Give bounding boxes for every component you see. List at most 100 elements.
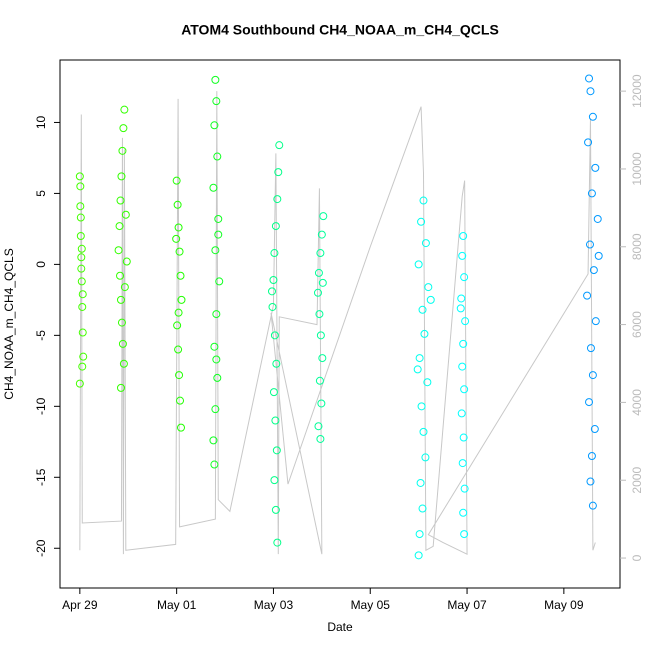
- point: [418, 305, 427, 314]
- point: [76, 213, 85, 222]
- point: [458, 251, 467, 260]
- point: [591, 163, 600, 172]
- point: [593, 214, 602, 223]
- point: [594, 251, 603, 260]
- x-tick-label: May 07: [447, 598, 487, 612]
- point: [114, 246, 123, 255]
- point: [314, 422, 323, 431]
- point: [174, 223, 183, 232]
- point: [457, 409, 466, 418]
- y2-tick-label: 2000: [630, 467, 644, 494]
- point: [116, 295, 125, 304]
- point: [120, 105, 129, 114]
- point: [414, 551, 423, 560]
- point: [587, 189, 596, 198]
- point: [584, 138, 593, 147]
- point: [214, 214, 223, 223]
- point: [77, 264, 86, 273]
- point: [424, 283, 433, 292]
- point: [416, 478, 425, 487]
- point: [459, 508, 468, 517]
- x-tick-label: Apr 29: [62, 598, 98, 612]
- point: [586, 477, 595, 486]
- point: [588, 112, 597, 121]
- y-axis-label: CH4_NOAA_m_CH4_QCLS: [2, 248, 16, 399]
- point: [118, 339, 127, 348]
- point: [419, 427, 428, 436]
- point: [426, 295, 435, 304]
- x-axis-label: Date: [327, 620, 353, 634]
- point: [271, 222, 280, 231]
- point: [213, 152, 222, 161]
- point: [76, 232, 85, 240]
- point: [414, 260, 423, 269]
- point: [116, 383, 125, 392]
- point: [116, 196, 125, 205]
- point: [177, 295, 186, 304]
- point: [115, 222, 124, 231]
- point: [212, 97, 221, 106]
- point: [273, 538, 282, 547]
- point: [214, 230, 223, 239]
- point: [268, 302, 277, 311]
- point: [458, 362, 467, 371]
- point: [317, 230, 326, 239]
- point: [313, 288, 322, 297]
- point: [77, 253, 86, 262]
- point: [117, 318, 126, 327]
- point: [122, 257, 131, 266]
- point: [417, 217, 426, 226]
- plot-box: [59, 59, 621, 589]
- point: [588, 371, 597, 380]
- point: [211, 75, 220, 84]
- point: [116, 271, 125, 280]
- point: [75, 379, 84, 388]
- altitude-line: [79, 91, 596, 555]
- point: [77, 244, 86, 253]
- point: [423, 378, 432, 387]
- point: [421, 239, 430, 248]
- point: [591, 317, 600, 326]
- point: [316, 331, 325, 340]
- y2-tick-label: 10000: [630, 152, 644, 186]
- point: [459, 339, 468, 348]
- point: [209, 183, 218, 192]
- point: [211, 405, 220, 414]
- point: [267, 287, 276, 296]
- point: [118, 146, 127, 155]
- point: [585, 74, 594, 83]
- point: [585, 240, 594, 249]
- point: [317, 399, 326, 408]
- point: [175, 247, 184, 256]
- point: [456, 304, 465, 313]
- x-tick-label: May 05: [351, 598, 391, 612]
- y-tick-label: -10: [34, 397, 48, 415]
- point: [120, 283, 129, 292]
- point: [583, 291, 592, 300]
- x-tick-label: May 01: [157, 598, 197, 612]
- y2-tick-label: 4000: [630, 389, 644, 416]
- point: [420, 329, 429, 338]
- point: [77, 277, 86, 286]
- point: [415, 354, 424, 363]
- point: [318, 354, 327, 363]
- y2-tick-label: 8000: [630, 233, 644, 260]
- point: [212, 310, 221, 319]
- point: [119, 359, 128, 368]
- point: [272, 359, 281, 368]
- point: [79, 352, 88, 361]
- point: [270, 249, 279, 258]
- point: [270, 331, 279, 340]
- y-tick-label: 10: [34, 115, 48, 129]
- y-tick-label: 5: [34, 190, 48, 197]
- point: [460, 273, 469, 282]
- point: [78, 302, 87, 311]
- point: [173, 200, 182, 209]
- point: [274, 168, 283, 177]
- point: [75, 172, 84, 181]
- point: [174, 308, 183, 317]
- point: [589, 266, 598, 275]
- point: [174, 345, 183, 354]
- point: [419, 196, 428, 205]
